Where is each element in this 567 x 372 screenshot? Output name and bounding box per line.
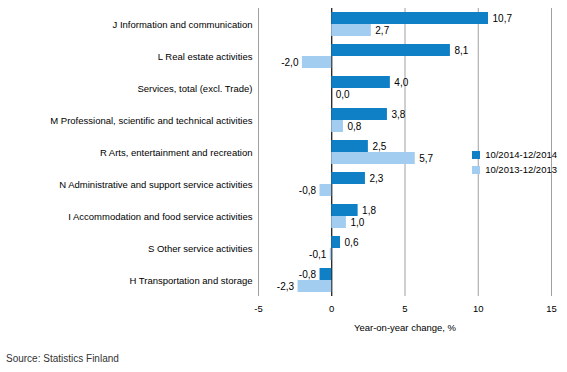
html-text:10/2014-12/2014: 10/2014-12/2014 <box>485 149 557 160</box>
svg-text:15: 15 <box>546 303 557 314</box>
svg-text:2,3: 2,3 <box>369 173 383 184</box>
svg-text:0,0: 0,0 <box>336 89 350 100</box>
svg-text:-0,8: -0,8 <box>299 185 317 196</box>
svg-text:3,8: 3,8 <box>391 109 405 120</box>
svg-text:Year-on-year change, %: Year-on-year change, % <box>354 322 457 333</box>
svg-text:2,5: 2,5 <box>372 141 386 152</box>
html-text:Source: Statistics Finland: Source: Statistics Finland <box>6 353 119 364</box>
svg-text:10: 10 <box>473 303 484 314</box>
svg-text:L Real estate activities: L Real estate activities <box>158 51 253 62</box>
svg-text:N Administrative and support s: N Administrative and support service act… <box>59 179 252 190</box>
svg-text:S Other service activities: S Other service activities <box>148 243 253 254</box>
svg-text:-0,8: -0,8 <box>299 269 317 280</box>
svg-text:0,6: 0,6 <box>345 237 359 248</box>
svg-text:4,0: 4,0 <box>394 77 408 88</box>
svg-text:1,8: 1,8 <box>362 205 376 216</box>
svg-text:-5: -5 <box>254 303 262 314</box>
svg-text:R Arts, entertainment and recr: R Arts, entertainment and recreation <box>100 147 253 158</box>
svg-text:10,7: 10,7 <box>493 13 513 24</box>
html-text:10/2013-12/2013: 10/2013-12/2013 <box>485 164 557 175</box>
svg-text:5,7: 5,7 <box>419 153 433 164</box>
svg-text:J Information and communicatio: J Information and communication <box>113 19 253 30</box>
svg-text:5: 5 <box>402 303 407 314</box>
svg-text:1,0: 1,0 <box>350 217 364 228</box>
svg-text:0: 0 <box>329 303 334 314</box>
svg-text:M Professional, scientific and: M Professional, scientific and technical… <box>50 115 252 126</box>
svg-text:-2,3: -2,3 <box>277 281 295 292</box>
svg-text:0,8: 0,8 <box>347 121 361 132</box>
svg-text:2,7: 2,7 <box>375 25 389 36</box>
svg-text:H Transportation and storage: H Transportation and storage <box>129 275 252 286</box>
svg-text:-2,0: -2,0 <box>281 57 299 68</box>
svg-text:-0,1: -0,1 <box>309 249 327 260</box>
svg-text:I Accommodation and food servi: I Accommodation and food service activit… <box>68 211 253 222</box>
svg-text:Services, total (excl. Trade): Services, total (excl. Trade) <box>137 83 252 94</box>
svg-text:8,1: 8,1 <box>454 45 468 56</box>
